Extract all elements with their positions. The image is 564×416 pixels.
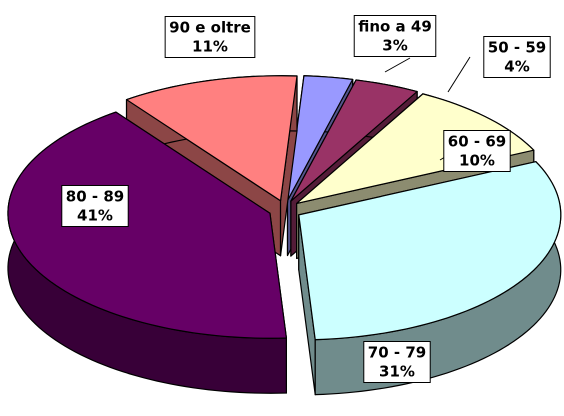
label-box xyxy=(61,185,129,227)
value-label: 41% xyxy=(77,207,113,225)
slice xyxy=(296,93,535,205)
category-label: 50 - 59 xyxy=(488,39,546,57)
slice xyxy=(286,75,354,202)
category-label: 60 - 69 xyxy=(448,133,506,151)
category-label: 80 - 89 xyxy=(66,188,124,206)
data-label: 50 - 594% xyxy=(483,36,551,78)
slice xyxy=(7,111,287,339)
slice xyxy=(125,75,298,202)
category-label: 70 - 79 xyxy=(368,344,426,362)
category-label: 90 e oltre xyxy=(169,19,251,37)
leader-line xyxy=(447,56,471,93)
category-label: fino a 49 xyxy=(358,18,432,36)
value-label: 3% xyxy=(382,37,407,55)
label-box xyxy=(363,341,431,383)
slice xyxy=(298,161,562,396)
slice xyxy=(290,79,418,202)
slice xyxy=(7,111,287,394)
label-box xyxy=(443,130,511,172)
value-label: 10% xyxy=(459,152,495,170)
value-label: 11% xyxy=(192,38,228,56)
value-label: 31% xyxy=(379,363,415,381)
value-label: 4% xyxy=(504,58,529,76)
data-label: fino a 493% xyxy=(353,15,437,57)
label-box xyxy=(164,16,256,58)
slice xyxy=(298,161,562,341)
label-box xyxy=(353,15,437,57)
leader-line xyxy=(384,57,411,73)
label-box xyxy=(483,36,551,78)
